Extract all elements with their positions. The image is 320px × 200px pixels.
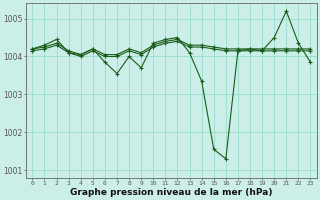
X-axis label: Graphe pression niveau de la mer (hPa): Graphe pression niveau de la mer (hPa) <box>70 188 273 197</box>
